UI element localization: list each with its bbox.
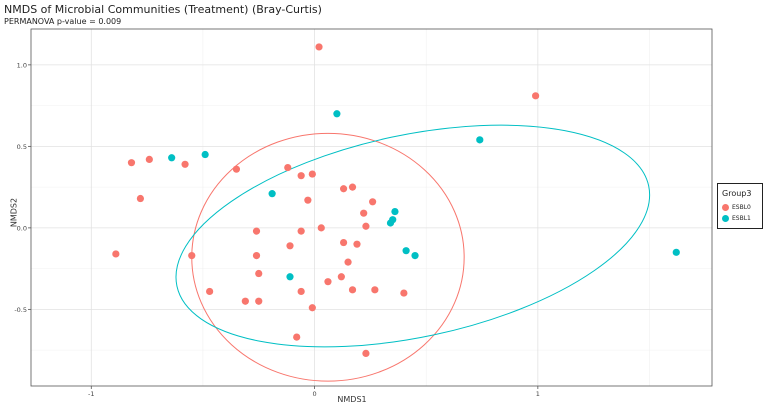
point-esbl1 xyxy=(268,190,276,198)
grid-layer xyxy=(31,29,712,386)
legend: Group3 ESBL0 ESBL1 xyxy=(717,183,763,229)
point-esbl1 xyxy=(286,273,294,281)
point-esbl0 xyxy=(369,198,377,206)
point-esbl0 xyxy=(315,43,323,51)
point-esbl0 xyxy=(241,297,249,305)
point-esbl0 xyxy=(136,194,145,203)
point-esbl0 xyxy=(297,287,305,296)
legend-title: Group3 xyxy=(722,189,752,198)
point-esbl0 xyxy=(286,242,294,250)
point-esbl0 xyxy=(317,224,325,232)
ellipse-esbl1 xyxy=(175,124,651,348)
point-esbl0 xyxy=(297,227,305,235)
point-esbl0 xyxy=(344,258,352,266)
point-esbl0 xyxy=(112,250,120,258)
y-tick-label: 0.5 xyxy=(17,143,27,151)
point-esbl0 xyxy=(371,286,379,294)
ellipse-esbl0 xyxy=(191,132,465,382)
point-esbl0 xyxy=(127,159,136,167)
point-esbl0 xyxy=(297,172,305,180)
point-esbl0 xyxy=(188,251,196,260)
point-layer xyxy=(112,43,680,357)
point-esbl0 xyxy=(145,155,153,164)
point-esbl1 xyxy=(411,251,419,260)
panel-border xyxy=(30,28,713,387)
point-esbl0 xyxy=(353,240,361,248)
point-esbl1 xyxy=(333,110,341,118)
point-esbl0 xyxy=(304,196,312,204)
point-esbl0 xyxy=(293,333,301,341)
point-esbl0 xyxy=(181,160,189,168)
point-esbl1 xyxy=(201,150,209,159)
point-esbl1 xyxy=(168,154,176,162)
point-esbl0 xyxy=(337,273,345,281)
point-esbl0 xyxy=(308,170,316,178)
point-esbl0 xyxy=(308,304,316,312)
chart-subtitle: PERMANOVA p-value = 0.009 xyxy=(4,17,122,26)
point-esbl0 xyxy=(252,251,261,260)
legend-item-esbl0: ESBL0 xyxy=(722,204,751,211)
point-esbl1 xyxy=(402,247,410,255)
legend-item-esbl1: ESBL1 xyxy=(722,215,751,222)
point-esbl0 xyxy=(348,286,357,294)
chart-title: NMDS of Microbial Communities (Treatment… xyxy=(4,3,322,16)
point-esbl0 xyxy=(348,183,357,191)
point-esbl0 xyxy=(339,238,348,247)
x-tick-label: 1 xyxy=(536,390,540,398)
point-esbl0 xyxy=(255,269,263,278)
x-tick-label: 0 xyxy=(312,390,316,398)
point-esbl1 xyxy=(672,248,680,256)
point-esbl0 xyxy=(232,165,241,173)
legend-label-esbl1: ESBL1 xyxy=(732,215,751,222)
point-esbl0 xyxy=(360,209,368,217)
point-esbl0 xyxy=(255,297,263,305)
point-esbl1 xyxy=(386,219,395,227)
point-esbl0 xyxy=(206,287,214,296)
point-esbl0 xyxy=(324,278,332,286)
y-tick-label: -0.5 xyxy=(14,306,27,314)
point-esbl1 xyxy=(391,207,399,216)
y-tick-label: 0.0 xyxy=(17,224,27,232)
point-esbl0 xyxy=(284,163,292,172)
legend-label-esbl0: ESBL0 xyxy=(732,204,751,211)
legend-swatch-esbl0 xyxy=(722,204,729,211)
y-tick-label: 1.0 xyxy=(17,61,27,69)
point-esbl0 xyxy=(252,227,261,235)
x-axis-label: NMDS1 xyxy=(337,395,367,404)
point-esbl0 xyxy=(362,222,370,230)
point-esbl0 xyxy=(339,185,348,193)
point-esbl0 xyxy=(400,289,408,297)
point-esbl1 xyxy=(476,136,484,144)
point-esbl0 xyxy=(362,349,370,357)
ellipse-layer xyxy=(175,124,651,382)
tick-layer: -1 0 1 -0.5 0.0 0.5 1.0 xyxy=(14,61,540,398)
x-tick-label: -1 xyxy=(88,390,94,398)
point-esbl0 xyxy=(532,92,540,100)
legend-swatch-esbl1 xyxy=(722,215,729,222)
